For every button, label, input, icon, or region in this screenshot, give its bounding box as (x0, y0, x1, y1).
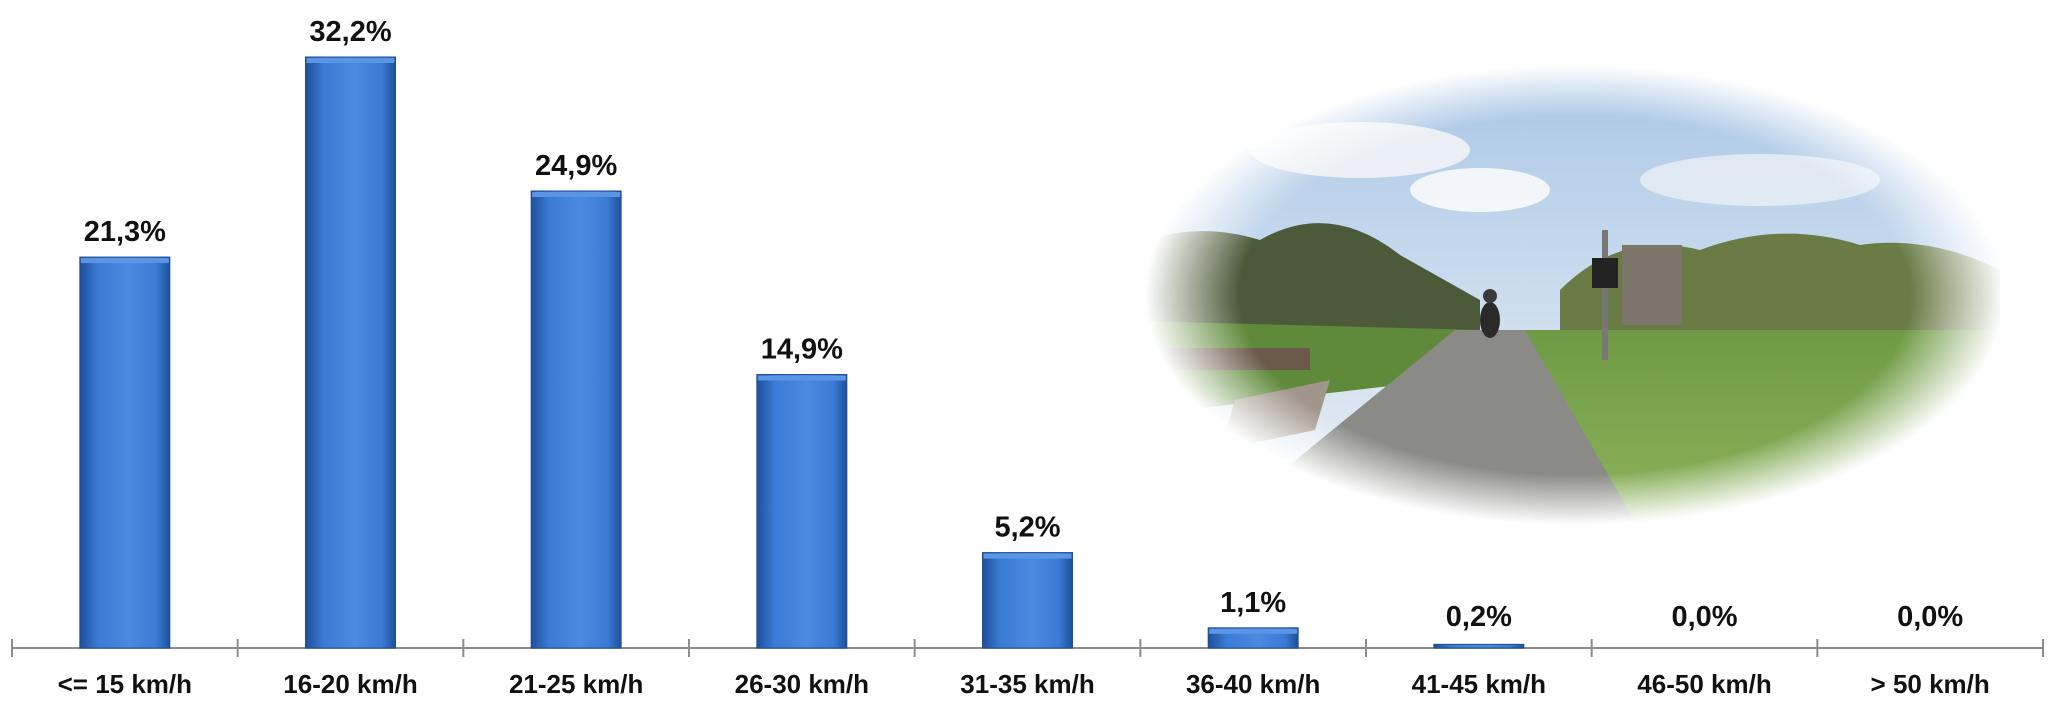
bar-data-label: 5,2% (994, 512, 1060, 544)
bar (1433, 643, 1525, 649)
bar (79, 256, 171, 649)
x-tick-label: 31-35 km/h (960, 669, 1094, 699)
bar-data-label: 0,2% (1446, 601, 1512, 633)
bar (530, 190, 622, 649)
bar-data-label: 0,0% (1671, 601, 1737, 633)
bar-data-label: 24,9% (535, 150, 617, 182)
bar (305, 56, 396, 649)
x-tick-label: 26-30 km/h (735, 669, 869, 699)
x-tick-label: <= 15 km/h (58, 669, 192, 699)
x-tick-label: 46-50 km/h (1637, 669, 1771, 699)
x-tick-label: 36-40 km/h (1186, 669, 1320, 699)
bar (756, 374, 848, 649)
x-tick-label: 16-20 km/h (283, 669, 417, 699)
x-tick-label: 21-25 km/h (509, 669, 643, 699)
x-tick-label: 41-45 km/h (1412, 669, 1546, 699)
bar-data-label: 0,0% (1897, 601, 1963, 633)
bar-top-highlight (306, 58, 395, 63)
bar-top-highlight (532, 191, 621, 197)
bar-data-label: 1,1% (1220, 587, 1286, 619)
cyclist-road-photo (1100, 60, 2000, 530)
bar-data-label: 32,2% (309, 16, 391, 48)
bar-data-label: 14,9% (761, 334, 843, 366)
bar-top-highlight (757, 375, 846, 381)
bar-data-label: 21,3% (84, 216, 166, 248)
bars-group (79, 56, 1525, 649)
data-labels-group: 21,3% 32,2% 24,9% 14,9% 5,2% 1,1% 0,2% 0,0% 0,0% (84, 16, 1964, 633)
bar-top-highlight (80, 258, 169, 264)
bar-top-highlight (1209, 628, 1298, 634)
tick-labels-group: <= 15 km/h 16-20 km/h 21-25 km/h 26-30 km/h… (58, 669, 1990, 699)
bar (982, 552, 1073, 649)
bar-top-highlight (983, 553, 1072, 559)
x-tick-label: > 50 km/h (1871, 669, 1990, 699)
